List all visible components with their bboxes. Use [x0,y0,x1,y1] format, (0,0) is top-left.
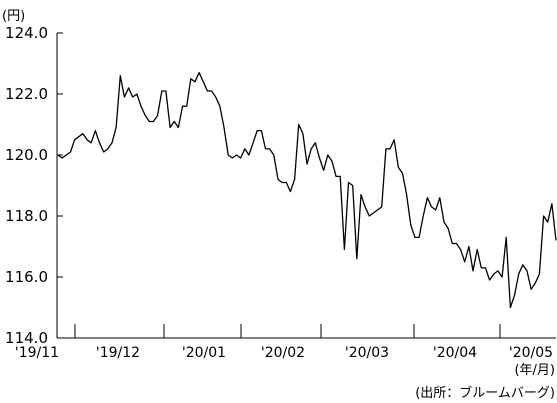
series-line [57,71,557,309]
x-tick-label: '19/12 [96,345,140,361]
y-tick-label: 116.0 [5,268,48,286]
x-tick-label: '20/05 [509,345,553,361]
x-axis-unit: (年/月) [514,363,555,378]
x-tick-label: '20/04 [433,345,477,361]
x-tick-label: '20/01 [182,345,226,361]
y-tick-label: 114.0 [5,329,48,347]
y-tick-label: 118.0 [5,207,48,225]
y-axis-unit: (円) [2,9,25,24]
x-tick-label: '20/03 [345,345,389,361]
y-axis: 124.0 122.0 120.0 118.0 116.0 114.0 [5,24,63,347]
y-tick-label: 122.0 [5,85,48,103]
x-axis: '19/11 '19/12 '20/01 '20/02 '20/03 '20/04 '20/… [15,324,556,361]
source-note: (出所：ブルームバーグ) [415,385,555,401]
y-tick-label: 120.0 [5,146,48,164]
x-tick-label: '19/11 [15,345,59,361]
y-tick-label: 124.0 [5,24,48,42]
x-tick-label: '20/02 [261,345,305,361]
